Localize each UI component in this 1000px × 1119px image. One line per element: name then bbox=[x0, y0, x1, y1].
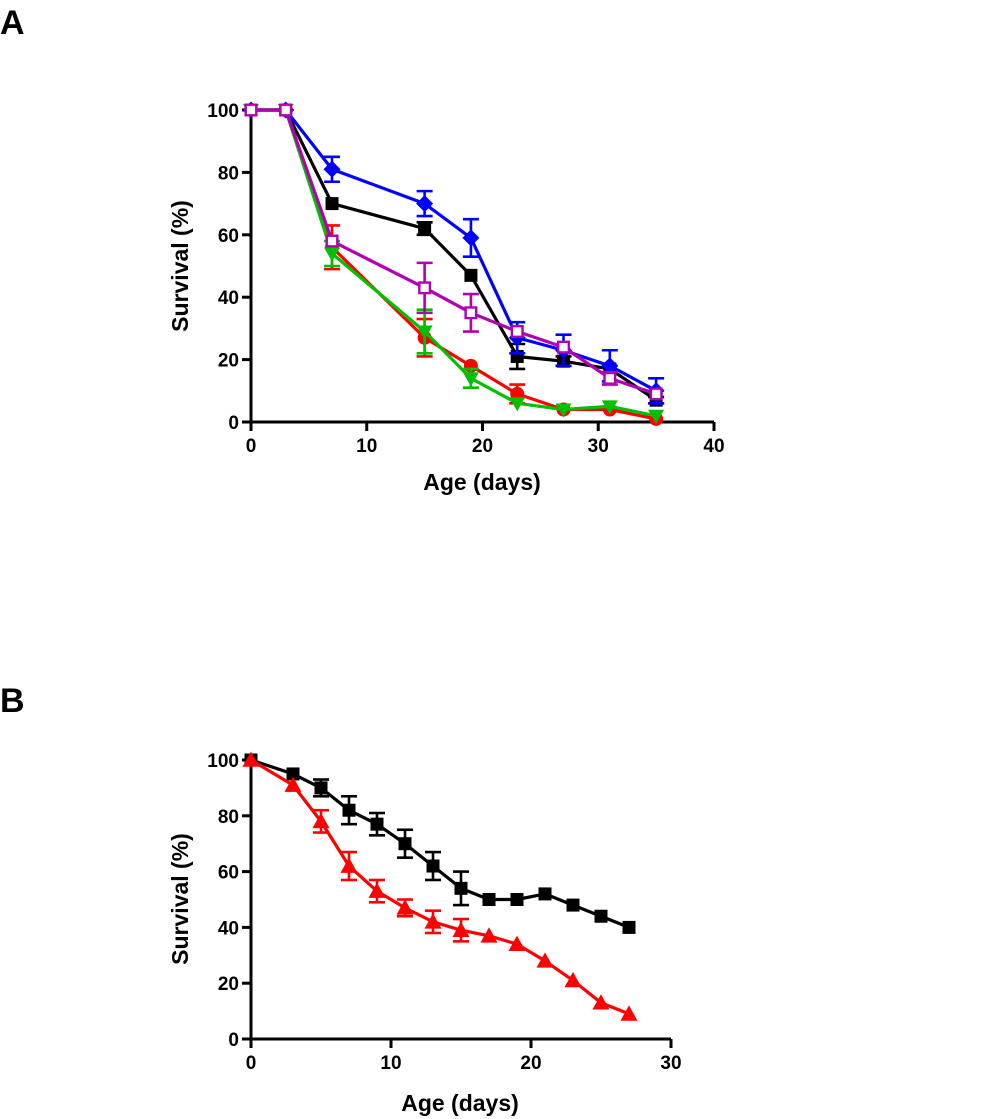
panel-a-x-tick-label: 20 bbox=[472, 436, 493, 457]
panel-label-a: A bbox=[0, 4, 25, 42]
panel-b-y-tick-label: 20 bbox=[218, 974, 239, 995]
panel-a-y-tick-label: 20 bbox=[218, 351, 239, 372]
panel-b-y-axis-title: Survival (%) bbox=[167, 833, 193, 965]
panel-a-series-3 bbox=[242, 101, 665, 405]
panel-b-data-point bbox=[368, 882, 386, 898]
panel-b-y-tick-label: 100 bbox=[207, 751, 239, 772]
panel-b-data-point bbox=[370, 817, 384, 831]
panel-b-data-point bbox=[342, 803, 356, 817]
panel-a-data-point bbox=[462, 372, 479, 387]
panel-a-data-point bbox=[603, 371, 617, 385]
panel-a-data-point bbox=[418, 281, 432, 295]
panel-b-y-tick-label: 0 bbox=[228, 1030, 239, 1051]
panel-a-data-point bbox=[464, 306, 478, 320]
panel-a-data-point bbox=[557, 340, 571, 354]
panel-b-data-point bbox=[566, 898, 580, 912]
panel-b-series-1 bbox=[242, 751, 638, 1021]
panel-a-y-tick-label: 80 bbox=[218, 163, 239, 184]
panel-a-x-tick-label: 10 bbox=[356, 436, 377, 457]
panel-b-data-point bbox=[620, 1005, 638, 1021]
panel-b-data-point bbox=[312, 812, 330, 829]
panel-a-data-point bbox=[325, 197, 339, 211]
panel-a-data-point bbox=[244, 103, 258, 117]
panel-b-x-axis-title: Age (days) bbox=[401, 1090, 519, 1116]
panel-a-data-point bbox=[416, 325, 433, 340]
panel-b-x-tick-label: 20 bbox=[520, 1053, 541, 1074]
panel-b-data-point bbox=[508, 935, 526, 951]
panel-b-series-0 bbox=[244, 753, 636, 934]
panel-a-data-point bbox=[649, 387, 663, 401]
panel-b-axes: 0 20 40 60 80 100 0 10 20 30 bbox=[207, 751, 681, 1074]
panel-a-y-tick-label: 100 bbox=[207, 101, 239, 122]
panel-b-x-tick-label: 0 bbox=[246, 1053, 257, 1074]
panel-b-data-point bbox=[538, 887, 552, 901]
panel-a-data-point bbox=[323, 160, 341, 178]
panel-b-y-tick-label: 80 bbox=[218, 807, 239, 828]
panel-a-data-point bbox=[416, 195, 434, 213]
panel-a-x-axis-title: Age (days) bbox=[423, 469, 541, 495]
panel-b-data-point bbox=[314, 781, 328, 795]
panel-b-data-point bbox=[426, 859, 440, 873]
panel-a-y-tick-label: 0 bbox=[228, 413, 239, 434]
panel-b-data-point bbox=[594, 909, 608, 923]
panel-a-axes: 0 20 40 60 80 100 0 10 20 30 40 bbox=[207, 101, 724, 457]
panel-label-b: B bbox=[0, 682, 25, 720]
panel-b-data-point bbox=[424, 913, 442, 929]
panel-b-data-point bbox=[286, 767, 300, 781]
panel-b-y-tick-label: 60 bbox=[218, 863, 239, 884]
panel-a-x-tick-label: 30 bbox=[588, 436, 609, 457]
panel-a-y-axis-title: Survival (%) bbox=[167, 200, 193, 332]
panel-a-y-tick-label: 40 bbox=[218, 288, 239, 309]
panel-b-x-tick-label: 30 bbox=[660, 1053, 681, 1074]
panel-b-data-point bbox=[340, 857, 358, 873]
panel-b-data-point bbox=[536, 952, 554, 968]
panel-a-data-point bbox=[464, 268, 478, 282]
panel-b-data-point bbox=[454, 881, 468, 895]
panel-b-y-tick-label: 40 bbox=[218, 918, 239, 939]
panel-b-data-point bbox=[284, 776, 302, 792]
panel-a-series-4 bbox=[244, 103, 663, 401]
panel-a-data-point bbox=[279, 103, 293, 117]
panel-b-data-point bbox=[482, 893, 496, 906]
panel-a-series-line bbox=[251, 108, 657, 396]
panel-a-data-point bbox=[324, 247, 341, 262]
panel-a: A 0 20 40 60 80 100 0 10 20 30 40 Age (days) Survi… bbox=[0, 4, 725, 495]
panel-a-data-point bbox=[418, 222, 432, 236]
panel-a-data-point bbox=[462, 229, 480, 247]
panel-b-data-point bbox=[622, 920, 636, 934]
panel-a-series bbox=[242, 101, 665, 426]
panel-b-data-point bbox=[480, 927, 498, 943]
panel-a-series-line bbox=[251, 108, 657, 393]
panel-a-data-point bbox=[648, 409, 665, 424]
panel-a-data-point bbox=[601, 357, 619, 375]
panel-a-data-point bbox=[325, 234, 339, 248]
panel-b-x-tick-label: 10 bbox=[380, 1053, 401, 1074]
panel-a-y-tick-label: 60 bbox=[218, 226, 239, 247]
panel-a-data-point bbox=[509, 397, 526, 412]
panel-b-data-point bbox=[452, 921, 470, 937]
panel-b: B 0 20 40 60 80 100 0 10 20 30 Age (days) Surviva… bbox=[0, 682, 682, 1116]
panel-b-series-line bbox=[250, 758, 630, 1016]
panel-a-series-line bbox=[251, 108, 657, 421]
panel-a-data-point bbox=[510, 325, 524, 339]
panel-a-x-tick-label: 0 bbox=[246, 436, 257, 457]
panel-b-data-point bbox=[396, 899, 414, 915]
panel-b-data-point bbox=[564, 971, 582, 988]
panel-b-data-point bbox=[242, 751, 260, 767]
panel-b-data-point bbox=[592, 994, 610, 1010]
panel-b-data-point bbox=[398, 837, 412, 851]
panel-a-x-tick-label: 40 bbox=[703, 436, 724, 457]
panel-a-data-point bbox=[555, 403, 572, 418]
panel-b-series bbox=[242, 751, 638, 1021]
panel-a-data-point bbox=[601, 400, 618, 415]
panel-b-data-point bbox=[510, 893, 524, 906]
